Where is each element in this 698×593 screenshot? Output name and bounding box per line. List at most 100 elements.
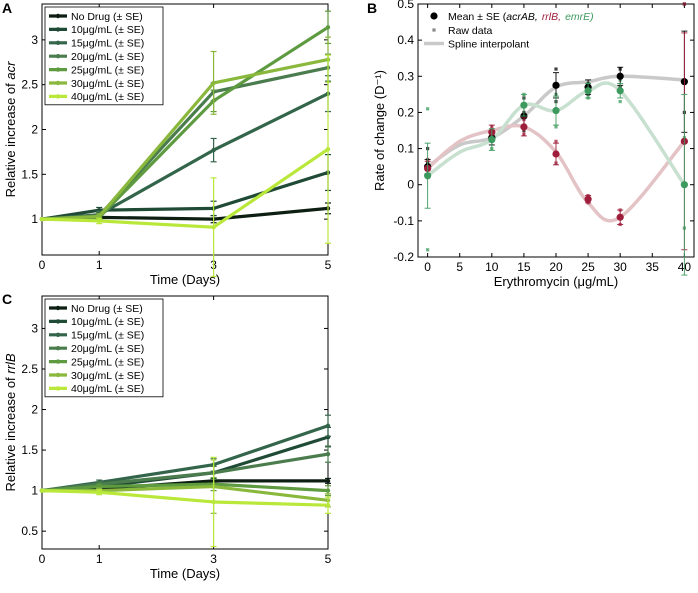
raw-point-rrlB <box>682 2 686 6</box>
x-tick-label: 5 <box>325 552 332 566</box>
mean-point-emrE <box>552 107 560 115</box>
raw-point-rrlB <box>554 139 558 143</box>
y-tick-label: 0.5 <box>397 0 414 11</box>
y-tick-label: -0.2 <box>393 250 414 264</box>
panel-label-c: C <box>2 291 12 307</box>
mean-point-rrlB <box>520 123 528 131</box>
data-point <box>211 225 216 230</box>
y-tick-label: 1.5 <box>21 443 38 457</box>
legend-label: No Drug (± SE) <box>71 303 143 315</box>
raw-point-emrE <box>426 248 430 252</box>
legend-label: 25μg/mL (± SE) <box>71 356 144 368</box>
series-line-2 <box>41 92 329 221</box>
legend-label: 30μg/mL (± SE) <box>71 78 144 90</box>
x-tick-label: 10 <box>485 260 499 274</box>
series-line-6 <box>41 147 329 229</box>
legend-label: 20μg/mL (± SE) <box>71 51 144 63</box>
legend-marker <box>55 332 61 337</box>
mean-point-emrE <box>616 87 624 95</box>
legend-label: 40μg/mL (± SE) <box>71 91 144 103</box>
y-tick-label: 2 <box>31 403 38 417</box>
mean-point-acrAB <box>616 72 624 80</box>
data-point <box>325 503 331 508</box>
y-axis-label-gene: rrlB <box>3 353 18 374</box>
data-point <box>211 499 216 505</box>
legend-label: 40μg/mL (± SE) <box>71 383 144 395</box>
x-tick-label: 5 <box>456 260 463 274</box>
y-tick-label: 1.5 <box>21 167 38 181</box>
raw-point-emrE <box>618 99 622 104</box>
mean-point-rrlB <box>616 213 624 221</box>
y-tick-label: 1 <box>31 212 38 226</box>
mean-point-emrE <box>680 181 688 189</box>
raw-point-acrAB <box>554 67 558 71</box>
data-point <box>97 490 102 495</box>
data-point <box>211 147 216 153</box>
y-tick-label: 2.5 <box>21 362 38 376</box>
x-tick-label: 1 <box>96 552 103 566</box>
legend-label: 30μg/mL (± SE) <box>71 370 144 382</box>
legend-label: 25μg/mL (± SE) <box>71 64 144 76</box>
legend-marker <box>55 305 61 311</box>
y-tick-label: 0.2 <box>397 105 414 119</box>
y-tick-label: 2 <box>31 123 38 137</box>
legend-marker <box>55 40 61 45</box>
legend-label: 15μg/mL (± SE) <box>71 330 144 342</box>
y-axis-label-prefix: Relative increase of <box>3 374 18 492</box>
y-axis-label: Rate of change (D⁻¹) <box>372 70 387 191</box>
mean-point-emrE <box>584 87 592 95</box>
legend-marker <box>55 54 61 59</box>
y-axis-label: Relative increase of rrlB <box>3 353 18 491</box>
data-point <box>325 488 331 493</box>
mean-point-rrlB <box>584 195 592 203</box>
y-axis-label-gene: acr <box>3 61 18 80</box>
x-tick-label: 30 <box>614 260 628 274</box>
x-tick-label: 3 <box>210 552 217 566</box>
y-tick-label: 3 <box>31 321 38 335</box>
mean-point-emrE <box>488 135 496 144</box>
legend-marker <box>55 94 61 99</box>
legend-gene-emre: emrE) <box>565 11 594 23</box>
legend-marker <box>55 346 61 351</box>
legend-marker <box>55 27 61 32</box>
data-point <box>39 488 45 493</box>
y-axis-label: Relative increase of acr <box>3 61 18 198</box>
legend-mean-label: Mean ± SE (acrAB, rrlB, emrE) <box>448 11 594 23</box>
legend-label: 20μg/mL (± SE) <box>71 343 144 355</box>
y-tick-label: 1 <box>31 484 38 498</box>
x-tick-label: 0 <box>39 258 46 272</box>
x-tick-label: 25 <box>581 260 595 274</box>
data-point <box>39 216 45 222</box>
legend-mean-prefix: Mean ± SE ( <box>448 11 507 23</box>
data-point <box>325 451 331 457</box>
legend-marker <box>55 319 61 324</box>
chart-panel-b: 0 5 10 15 20 25 30 35 40-0.2-0.100.10.20.30.40.5… <box>372 0 695 289</box>
x-axis-label: Time (Days) <box>150 566 220 581</box>
panel-label-a: A <box>2 0 12 16</box>
data-point <box>97 218 102 224</box>
legend-marker <box>55 80 61 86</box>
data-point <box>211 80 216 86</box>
y-tick-label: 3 <box>31 33 38 47</box>
legend-label: 10μg/mL (± SE) <box>71 316 144 328</box>
mean-point-rrlB <box>552 150 560 158</box>
legend-mean-marker <box>430 12 438 20</box>
x-tick-label: 0 <box>39 552 46 566</box>
mean-point-emrE <box>424 172 432 180</box>
x-tick-label: 5 <box>325 258 332 272</box>
legend-marker <box>55 359 61 364</box>
series-line-6 <box>41 489 329 507</box>
spline-emrE <box>425 81 687 187</box>
spline-acrAB <box>425 74 687 169</box>
series-line-5 <box>41 58 329 221</box>
legend-marker <box>55 67 61 72</box>
x-tick-label: 35 <box>646 260 660 274</box>
legend-raw-marker <box>432 28 436 32</box>
series-line-4 <box>41 482 329 493</box>
legend-gene-acrab: acrAB, <box>506 11 538 23</box>
y-tick-label: 0.1 <box>397 142 414 156</box>
y-axis-label-prefix: Relative increase of <box>3 80 18 198</box>
